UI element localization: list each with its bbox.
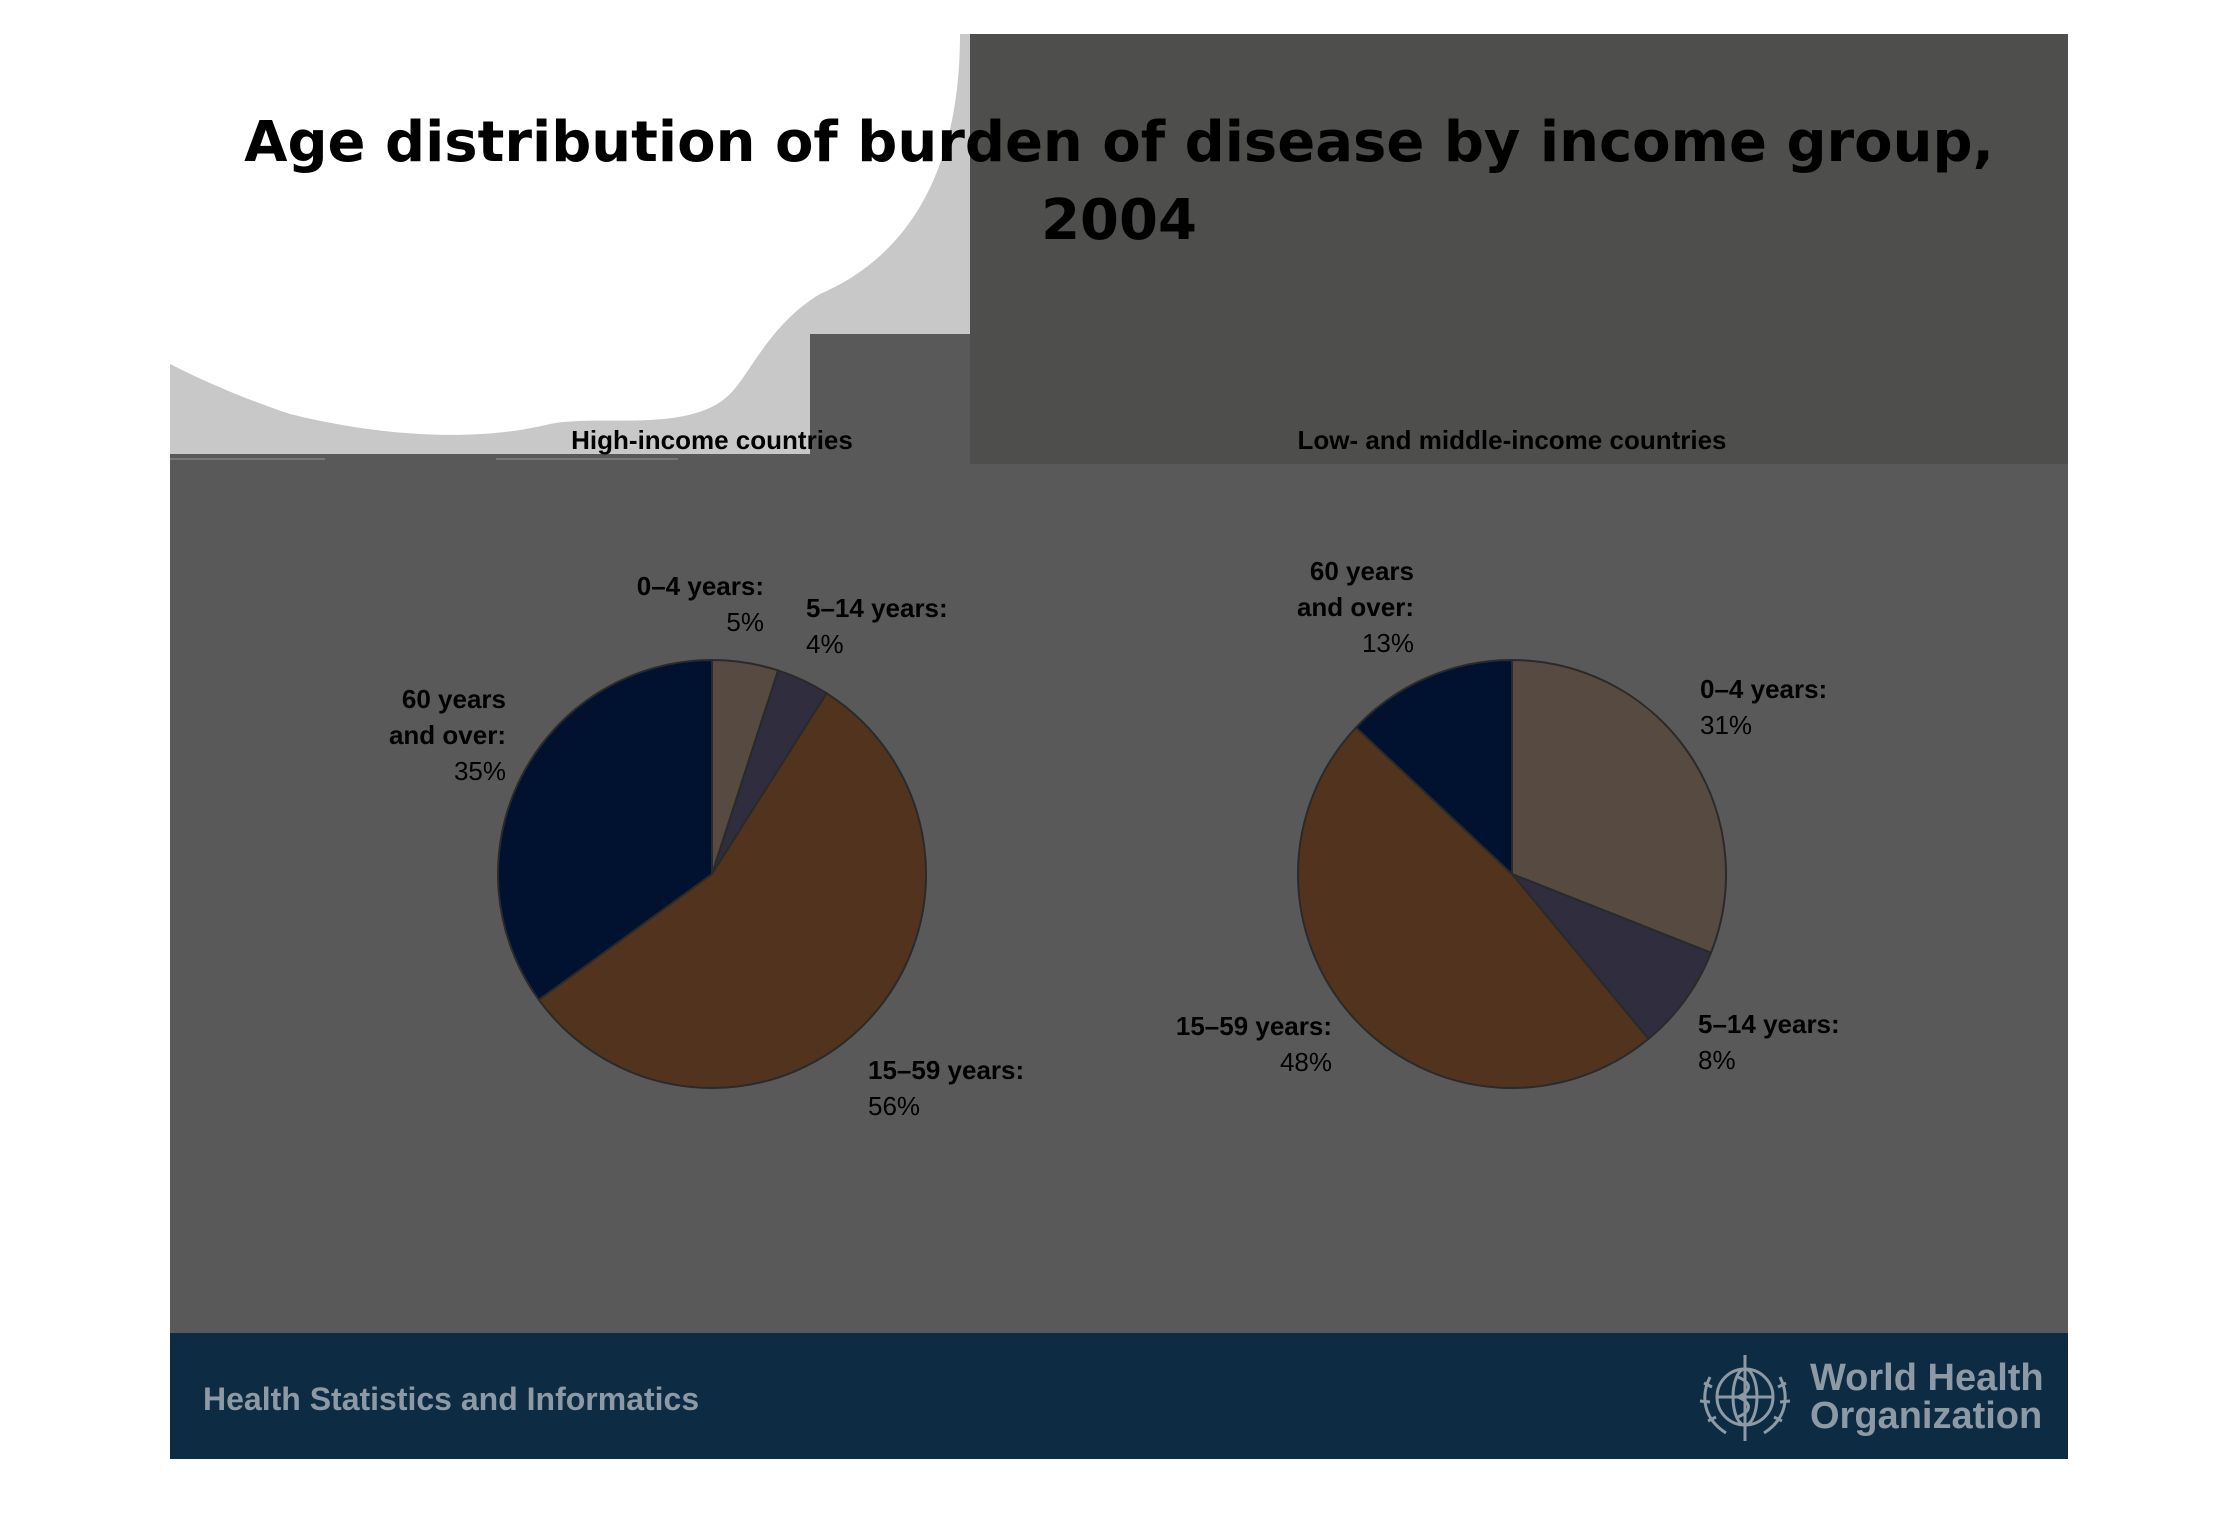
pie-slice <box>537 691 927 1089</box>
pie-slice <box>1511 658 1727 955</box>
slice-label: 15–59 years: <box>1176 1011 1332 1041</box>
pie-slice <box>497 658 713 1002</box>
slice-label: 60 years <box>402 684 506 714</box>
logo-text-line1: World Health <box>1810 1357 2044 1399</box>
who-emblem-icon <box>1699 1355 1791 1441</box>
slice-label: 60 years <box>1310 556 1414 586</box>
slice-label: 15–59 years: <box>868 1055 1024 1085</box>
slice-label: and over: <box>1297 592 1414 622</box>
footer-text: Health Statistics and Informatics <box>203 1381 700 1417</box>
slide: Age distribution of burden of disease by… <box>170 34 2068 1459</box>
page-title: Age distribution of burden of disease by… <box>244 110 1994 253</box>
slice-value-label: 48% <box>1280 1047 1332 1077</box>
slice-value-label: 56% <box>868 1091 920 1121</box>
slice-value-label: 8% <box>1698 1045 1736 1075</box>
slice-label: 0–4 years: <box>1700 674 1827 704</box>
slice-value-label: 13% <box>1362 628 1414 658</box>
background-panel <box>970 34 2068 464</box>
white-blob-overlay <box>170 34 970 460</box>
chart-title: High-income countries <box>571 425 853 455</box>
pie-slice <box>1297 726 1650 1089</box>
slice-label: 5–14 years: <box>1698 1009 1840 1039</box>
pie-charts: High-income countries 0–4 years: 5% 5–14 ye… <box>389 425 1840 1121</box>
slice-value-label: 4% <box>806 629 844 659</box>
pie-slice <box>1354 658 1513 877</box>
slice-label: 5–14 years: <box>806 593 948 623</box>
who-logo: World Health Organization <box>1690 1347 2044 1447</box>
slice-label: and over: <box>389 720 506 750</box>
slice-value-label: 5% <box>726 607 764 637</box>
pie-slice <box>1511 873 1713 1041</box>
footer-bar: Health Statistics and Informatics World … <box>170 1333 2068 1459</box>
slice-label: 0–4 years: <box>637 571 764 601</box>
slice-value-label: 31% <box>1700 710 1752 740</box>
logo-text-line2: Organization <box>1810 1395 2043 1437</box>
chart-title: Low- and middle-income countries <box>1297 425 1726 455</box>
slice-value-label: 35% <box>454 756 506 786</box>
